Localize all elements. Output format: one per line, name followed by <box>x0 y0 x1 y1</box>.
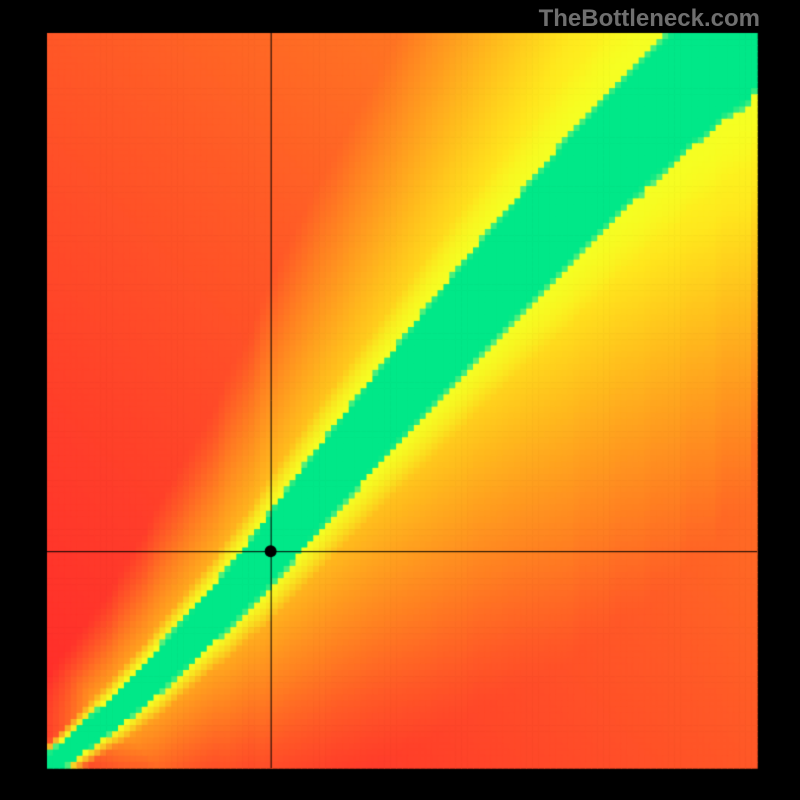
watermark-text: TheBottleneck.com <box>539 5 760 33</box>
bottleneck-heatmap <box>0 0 800 800</box>
